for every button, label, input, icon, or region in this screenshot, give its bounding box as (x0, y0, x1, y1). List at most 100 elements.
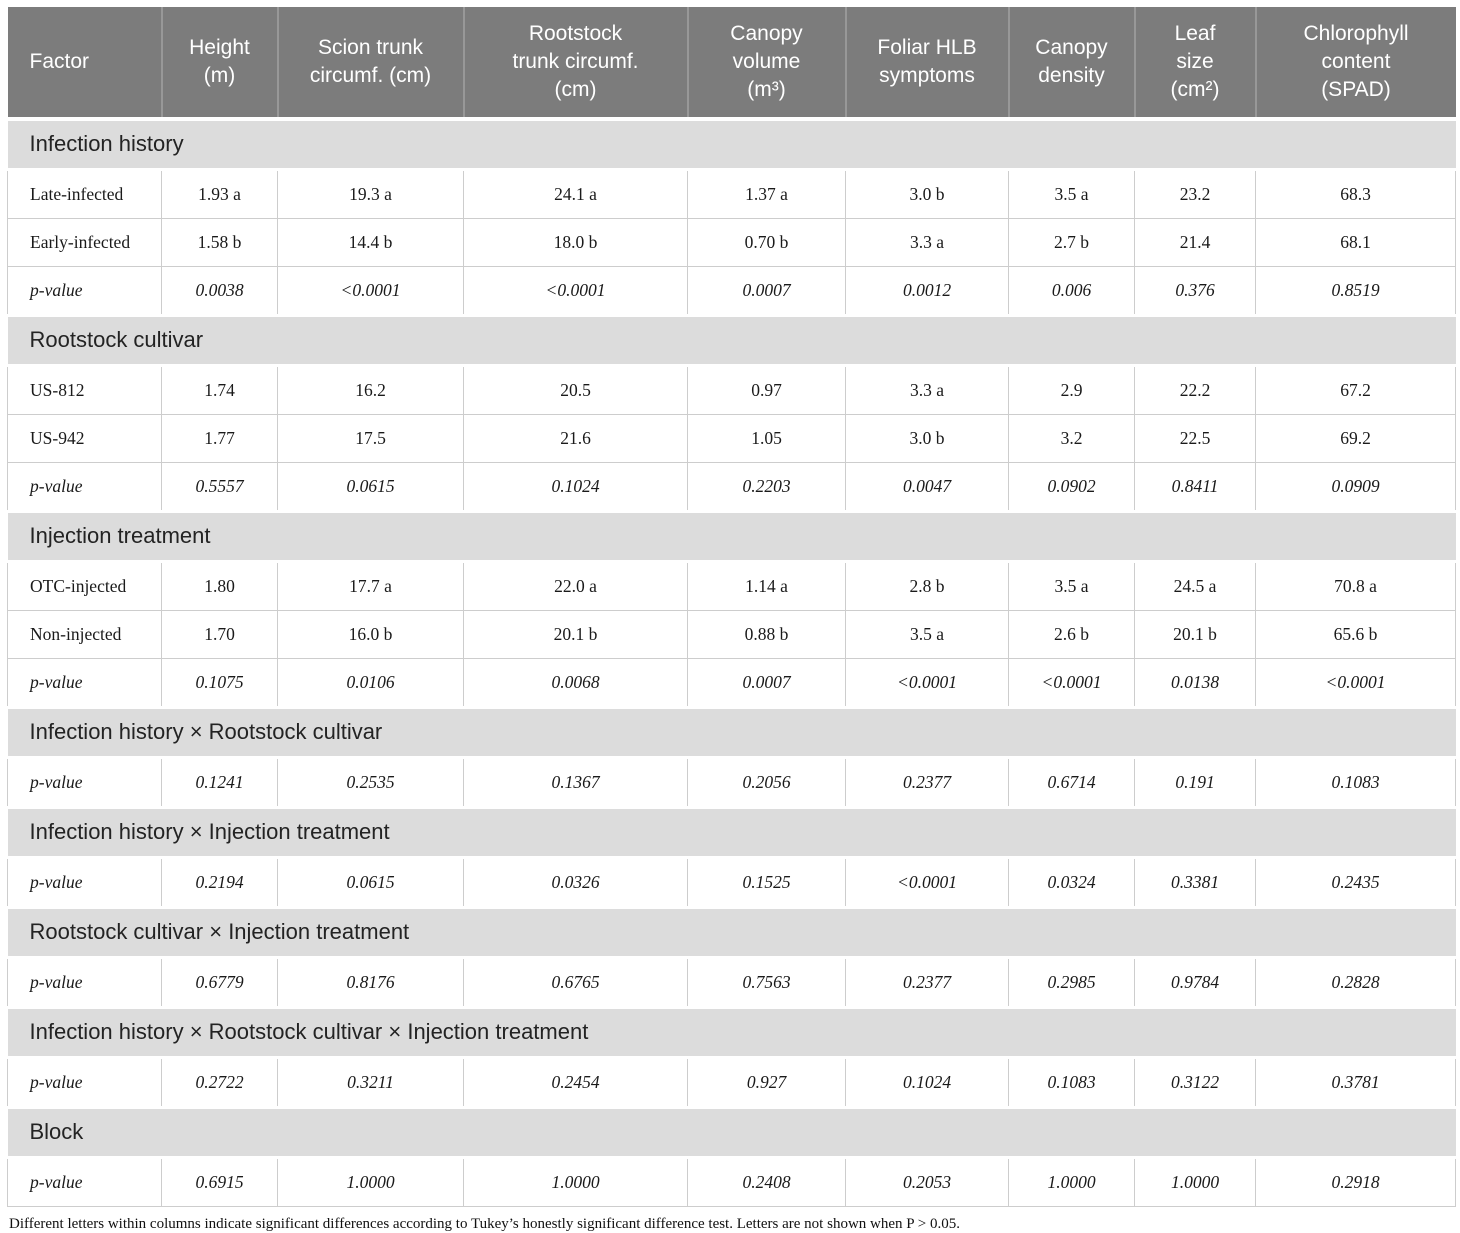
row-label: Late-infected (7, 169, 162, 219)
cell: 3.3 a (845, 218, 1009, 267)
cell: 20.1 b (1134, 610, 1256, 659)
header-row: Factor Height (m) Scion trunk circumf. (… (7, 7, 1456, 121)
cell: 24.5 a (1134, 561, 1256, 611)
cell: 3.5 a (1008, 169, 1135, 219)
cell: 0.2828 (1255, 957, 1456, 1008)
cell: 23.2 (1134, 169, 1256, 219)
cell: 16.0 b (277, 610, 464, 659)
section-title: Infection history (7, 117, 1456, 171)
cell: 0.1024 (845, 1057, 1009, 1108)
cell: 70.8 a (1255, 561, 1456, 611)
row-label: US-942 (7, 414, 162, 463)
cell: <0.0001 (277, 266, 464, 316)
cell: 0.1083 (1255, 757, 1456, 808)
col-header-leaf-size: Leaf size (cm²) (1133, 7, 1256, 121)
cell: 0.7563 (687, 957, 846, 1008)
cell: 1.0000 (1134, 1157, 1256, 1207)
cell: 0.6779 (161, 957, 278, 1008)
row-label: p-value (7, 757, 162, 808)
cell: 2.8 b (845, 561, 1009, 611)
row-label: p-value (7, 957, 162, 1008)
cell: 1.0000 (1008, 1157, 1135, 1207)
cell: 2.7 b (1008, 218, 1135, 267)
cell: 20.1 b (463, 610, 688, 659)
cell: 0.3381 (1134, 857, 1256, 908)
cell: 0.2918 (1255, 1157, 1456, 1207)
cell: 0.6915 (161, 1157, 278, 1207)
table-row-us942: US-942 1.77 17.5 21.6 1.05 3.0 b 3.2 22.… (7, 414, 1456, 463)
cell: 21.6 (463, 414, 688, 463)
col-header-factor: Factor (7, 7, 162, 121)
cell: 0.2377 (845, 957, 1009, 1008)
cell: 0.3122 (1134, 1057, 1256, 1108)
cell: 3.2 (1008, 414, 1135, 463)
row-label: p-value (7, 857, 162, 908)
cell: 1.05 (687, 414, 846, 463)
section-title: Injection treatment (7, 510, 1456, 563)
row-label: p-value (7, 1057, 162, 1108)
section-row-ih-x-rc: Infection history × Rootstock cultivar (7, 706, 1456, 759)
col-header-canopy-volume: Canopy volume (m³) (686, 7, 846, 121)
cell: 3.3 a (845, 365, 1009, 415)
cell: 1.70 (161, 610, 278, 659)
cell: <0.0001 (845, 658, 1009, 708)
cell: 0.2194 (161, 857, 278, 908)
cell: 0.1367 (463, 757, 688, 808)
cell: 0.1083 (1008, 1057, 1135, 1108)
section-row-ih-x-it: Infection history × Injection treatment (7, 806, 1456, 859)
cell: 0.2435 (1255, 857, 1456, 908)
cell: 1.14 a (687, 561, 846, 611)
cell: 0.88 b (687, 610, 846, 659)
row-label: Non-injected (7, 610, 162, 659)
col-header-rootstock-trunk-circumf: Rootstock trunk circumf. (cm) (462, 7, 688, 121)
cell: 2.6 b (1008, 610, 1135, 659)
cell: 0.2053 (845, 1157, 1009, 1207)
col-header-scion-trunk-circumf: Scion trunk circumf. (cm) (276, 7, 464, 121)
cell: 0.1024 (463, 462, 688, 512)
cell: 0.0012 (845, 266, 1009, 316)
section-title: Infection history × Injection treatment (7, 806, 1456, 859)
section-row-rootstock-cultivar: Rootstock cultivar (7, 314, 1456, 367)
cell: 21.4 (1134, 218, 1256, 267)
cell: 0.006 (1008, 266, 1135, 316)
section-title: Infection history × Rootstock cultivar ×… (7, 1006, 1456, 1059)
cell: 0.5557 (161, 462, 278, 512)
row-label: Early-infected (7, 218, 162, 267)
cell: 0.2408 (687, 1157, 846, 1207)
cell: 0.0047 (845, 462, 1009, 512)
cell: 69.2 (1255, 414, 1456, 463)
cell: 0.0007 (687, 266, 846, 316)
cell: 0.6714 (1008, 757, 1135, 808)
col-header-chlorophyll-content: Chlorophyll content (SPAD) (1254, 7, 1456, 121)
cell: 1.37 a (687, 169, 846, 219)
table-footnote: Different letters within columns indicat… (9, 1216, 961, 1232)
table-row-us812: US-812 1.74 16.2 20.5 0.97 3.3 a 2.9 22.… (7, 365, 1456, 415)
cell: 2.9 (1008, 365, 1135, 415)
cell: 16.2 (277, 365, 464, 415)
row-label: p-value (7, 462, 162, 512)
row-label: p-value (7, 658, 162, 708)
row-label: US-812 (7, 365, 162, 415)
cell: 0.0615 (277, 857, 464, 908)
cell: <0.0001 (1008, 658, 1135, 708)
section-title: Infection history × Rootstock cultivar (7, 706, 1456, 759)
cell: 0.2203 (687, 462, 846, 512)
cell: 0.191 (1134, 757, 1256, 808)
cell: 65.6 b (1255, 610, 1456, 659)
table-row-early-infected: Early-infected 1.58 b 14.4 b 18.0 b 0.70… (7, 218, 1456, 267)
table-row-non-injected: Non-injected 1.70 16.0 b 20.1 b 0.88 b 3… (7, 610, 1456, 659)
cell: 67.2 (1255, 365, 1456, 415)
section-title: Rootstock cultivar × Injection treatment (7, 906, 1456, 959)
table-row-pvalue: p-value 0.6779 0.8176 0.6765 0.7563 0.23… (7, 957, 1456, 1008)
cell: 0.927 (687, 1057, 846, 1108)
cell: 0.8411 (1134, 462, 1256, 512)
cell: 3.0 b (845, 169, 1009, 219)
cell: 0.0615 (277, 462, 464, 512)
cell: 19.3 a (277, 169, 464, 219)
cell: 0.9784 (1134, 957, 1256, 1008)
cell: 1.74 (161, 365, 278, 415)
table-row-pvalue: p-value 0.1241 0.2535 0.1367 0.2056 0.23… (7, 757, 1456, 808)
cell: 0.2985 (1008, 957, 1135, 1008)
cell: 22.0 a (463, 561, 688, 611)
col-header-foliar-hlb-symptoms: Foliar HLB symptoms (844, 7, 1009, 121)
